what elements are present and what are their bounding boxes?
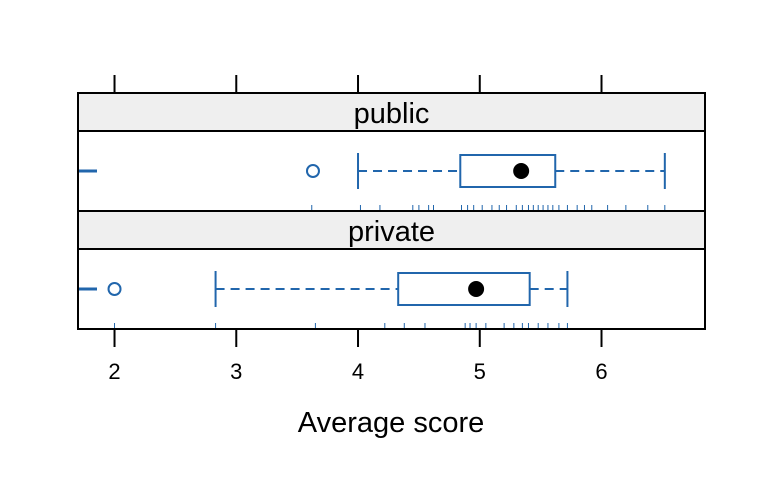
top-axis-ticks [113,75,603,93]
x-tick-label-2: 2 [108,359,120,384]
strip-label-private: private [348,216,435,248]
strip-label-public: public [354,98,430,130]
x-tick-label-6: 6 [595,359,607,384]
median-dot-public [513,163,530,179]
panel-private: private [77,210,706,330]
box-private [397,272,531,306]
panels: public private [77,92,706,330]
outlier-public-0 [305,164,320,178]
x-tick-label-5: 5 [474,359,486,384]
plot-area-private [77,248,706,330]
strip-private [77,210,706,250]
x-tick-label-4: 4 [352,359,364,384]
median-dot-private [468,281,485,297]
outlier-private-0 [107,282,122,296]
bottom-axis: 2 3 4 5 6 [108,329,608,384]
strip-public [77,92,706,132]
panel-public: public [77,92,706,212]
x-tick-label-3: 3 [230,359,242,384]
x-axis-label: Average score [298,407,484,439]
box-public [459,154,557,188]
